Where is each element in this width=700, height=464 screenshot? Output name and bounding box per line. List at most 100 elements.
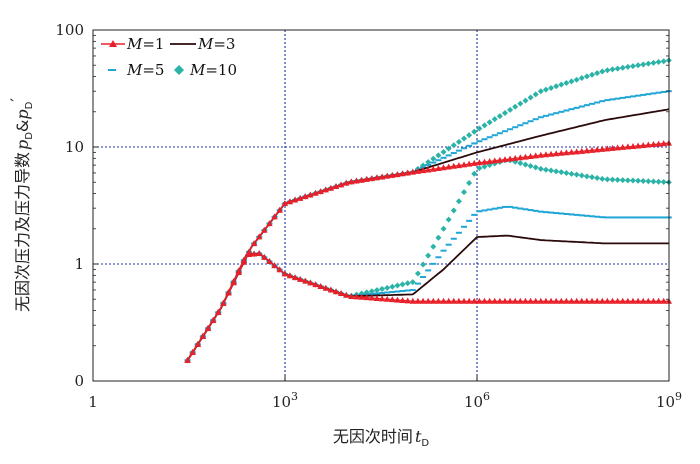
- legend-label-m1-var: M: [126, 35, 143, 53]
- point-pressure: [419, 167, 427, 174]
- point-derivative: [619, 297, 626, 304]
- point-pressure: [563, 79, 570, 86]
- point-pressure: [542, 86, 549, 93]
- point-derivative: [609, 176, 616, 183]
- point-derivative: [614, 176, 621, 183]
- point-derivative: [450, 207, 457, 214]
- point-derivative: [373, 294, 381, 301]
- legend-label-m10-var: M: [189, 61, 206, 79]
- point-derivative: [261, 253, 268, 260]
- legend: M=1 M=3 M=5 M=10: [101, 35, 237, 79]
- point-pressure: [491, 116, 498, 123]
- series-layer: [184, 57, 673, 364]
- point-derivative: [634, 297, 642, 304]
- point-pressure: [476, 125, 483, 132]
- x-tick-label: 109: [656, 390, 682, 411]
- point-pressure: [635, 62, 642, 69]
- point-derivative: [250, 250, 258, 257]
- point-pressure: [599, 68, 606, 75]
- point-derivative: [445, 216, 452, 223]
- point-pressure: [373, 174, 381, 181]
- point-derivative: [389, 296, 396, 303]
- point-pressure: [368, 175, 376, 182]
- point-derivative: [461, 189, 468, 196]
- point-pressure: [430, 165, 437, 172]
- point-derivative: [537, 165, 544, 172]
- legend-label-m1: M=1: [126, 35, 164, 53]
- point-derivative: [583, 297, 591, 304]
- point-derivative: [256, 250, 263, 257]
- point-derivative: [348, 292, 355, 299]
- point-derivative: [337, 290, 345, 297]
- point-derivative: [291, 274, 299, 281]
- point-derivative: [599, 297, 606, 304]
- point-derivative: [358, 293, 365, 300]
- point-derivative: [624, 297, 632, 304]
- point-pressure: [552, 150, 560, 157]
- y-tick-label: 100: [55, 21, 84, 39]
- point-derivative: [215, 308, 222, 315]
- point-derivative: [220, 299, 227, 306]
- point-pressure: [568, 78, 575, 85]
- x-tick-label: 106: [464, 390, 490, 411]
- point-pressure: [486, 119, 493, 126]
- y-axis-title-text: 无因次压力及压力导数: [13, 152, 32, 312]
- point-derivative: [414, 297, 422, 304]
- point-derivative: [542, 166, 549, 173]
- point-pressure: [501, 109, 508, 116]
- point-pressure: [440, 148, 447, 155]
- point-derivative: [399, 296, 406, 303]
- point-derivative: [650, 297, 657, 304]
- point-derivative: [276, 266, 283, 273]
- point-derivative: [476, 297, 483, 304]
- point-derivative: [578, 297, 585, 304]
- point-derivative: [368, 294, 376, 301]
- point-derivative: [552, 297, 560, 304]
- point-derivative: [440, 297, 447, 304]
- point-pressure: [476, 159, 483, 166]
- point-pressure: [537, 151, 545, 158]
- point-pressure: [343, 179, 350, 186]
- point-derivative: [481, 297, 488, 304]
- point-pressure: [609, 144, 616, 151]
- point-pressure: [548, 84, 555, 91]
- point-derivative: [604, 297, 611, 304]
- point-derivative: [568, 297, 575, 304]
- legend-label-m5: M=5: [126, 61, 164, 79]
- point-pressure: [512, 154, 519, 161]
- point-pressure: [461, 135, 468, 142]
- grid-lines: [93, 30, 669, 381]
- point-pressure: [363, 175, 370, 182]
- plot-frame: [92, 29, 670, 382]
- point-pressure: [466, 132, 473, 139]
- legend-label-m5-var: M: [126, 61, 143, 79]
- point-derivative: [645, 178, 652, 185]
- point-pressure: [547, 150, 555, 157]
- point-pressure: [302, 193, 309, 200]
- point-pressure: [445, 145, 452, 152]
- point-derivative: [465, 297, 473, 304]
- point-pressure: [517, 154, 524, 161]
- point-derivative: [650, 178, 657, 185]
- point-pressure: [578, 147, 585, 154]
- x-tick-label: 1: [88, 393, 98, 411]
- point-pressure: [573, 76, 580, 83]
- point-pressure: [619, 143, 626, 150]
- legend-label-m1-value: =1: [142, 35, 164, 53]
- point-derivative: [424, 297, 432, 304]
- point-derivative: [460, 297, 468, 304]
- point-derivative: [635, 177, 642, 184]
- point-pressure: [271, 213, 278, 220]
- point-pressure: [281, 200, 289, 207]
- y-axis-title: 无因次压力及压力导数pD&pD′: [7, 98, 35, 312]
- y-tick-label: 0: [74, 372, 84, 390]
- point-derivative: [189, 348, 196, 355]
- point-derivative: [343, 291, 350, 298]
- point-derivative: [450, 297, 457, 304]
- point-derivative: [563, 297, 570, 304]
- point-pressure: [629, 63, 636, 70]
- point-pressure: [624, 143, 632, 150]
- point-derivative: [604, 176, 611, 183]
- point-pressure: [496, 156, 504, 163]
